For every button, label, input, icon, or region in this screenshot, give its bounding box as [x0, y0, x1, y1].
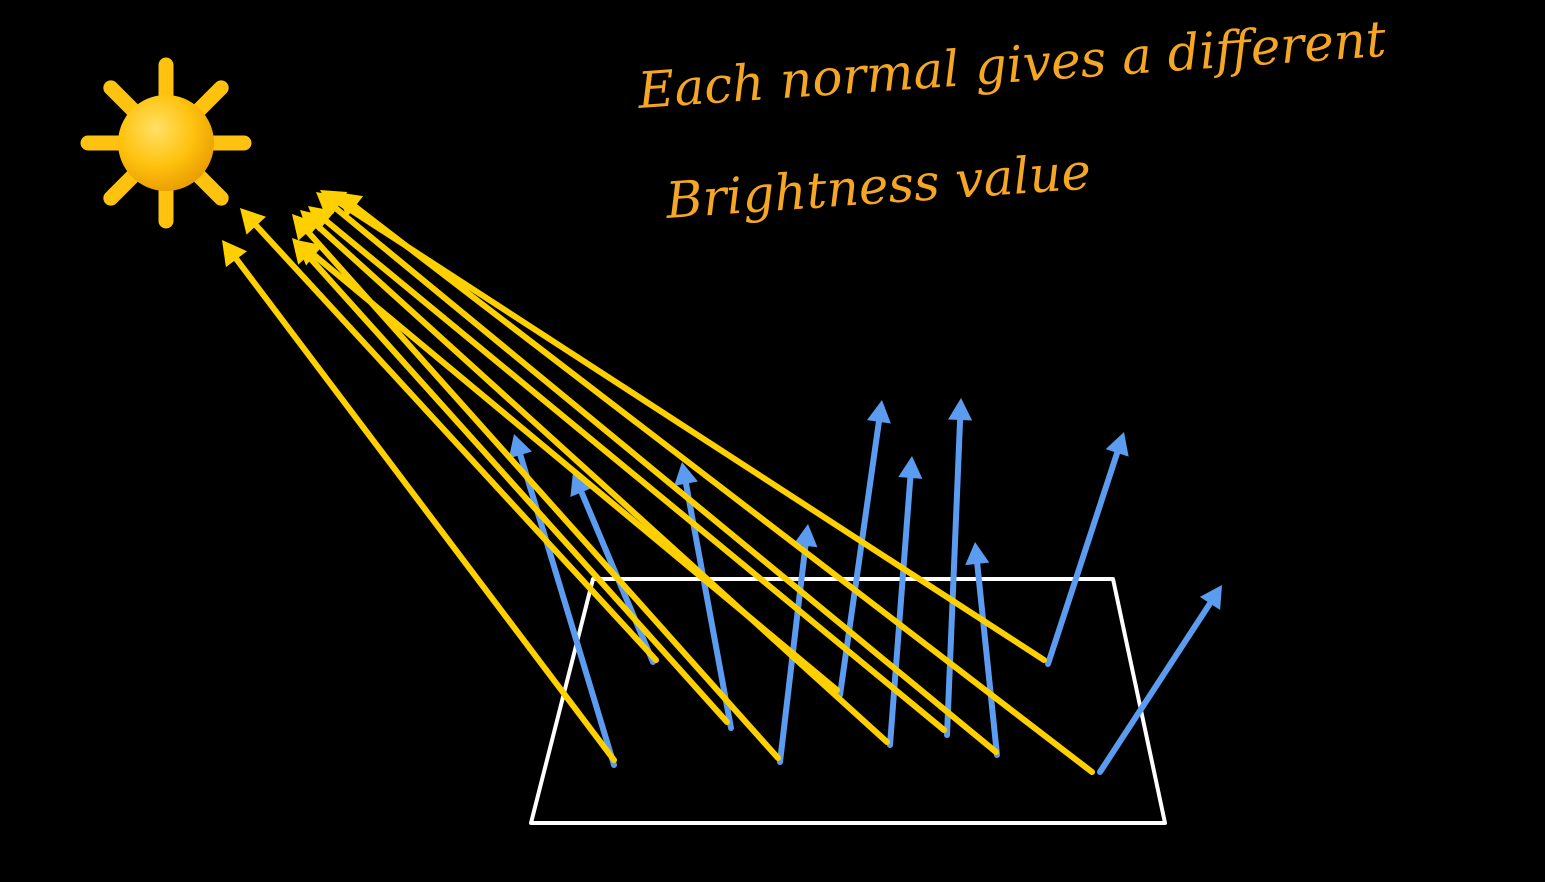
light-ray-arrow: [336, 192, 1095, 775]
normal-vector-arrow: [965, 542, 1000, 758]
sun-disc: [118, 95, 214, 191]
normal-vector-arrow: [1097, 585, 1222, 775]
light-ray-arrow: [300, 210, 890, 745]
normal-vector-arrow: [1045, 432, 1129, 667]
surface-plane: [529, 577, 1167, 825]
light-rays: [222, 190, 1095, 775]
sun-ray: [103, 80, 143, 120]
light-ray-arrow: [240, 208, 659, 663]
normal-vector-arrow: [508, 434, 617, 768]
sun-ray: [103, 166, 143, 206]
sun-ray: [189, 166, 229, 206]
sun-ray: [189, 80, 229, 120]
normal-vector-arrow: [944, 398, 973, 738]
sun-icon: [80, 57, 252, 229]
light-ray-arrow: [222, 240, 617, 763]
light-ray-arrow: [316, 192, 999, 755]
normal-vector-arrow: [887, 456, 923, 748]
light-ray-arrow: [308, 206, 947, 733]
